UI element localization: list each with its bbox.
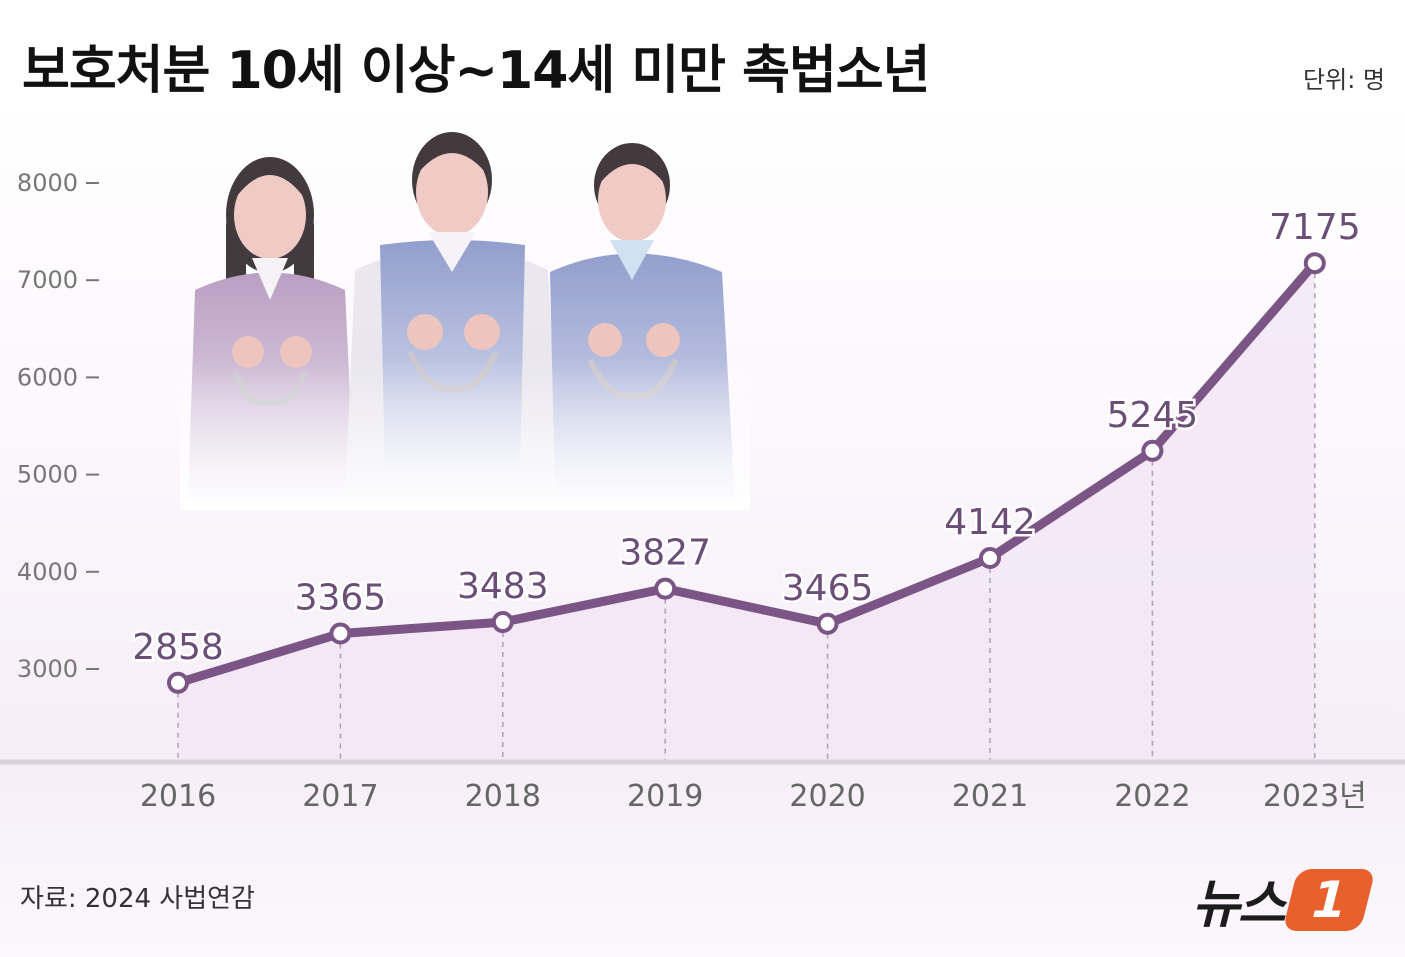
x-tick-label-3: 2019: [627, 779, 703, 814]
data-label-2016: 2858: [132, 627, 224, 668]
data-label-2023년: 7175: [1269, 207, 1361, 248]
y-tick-label-5000: 5000: [17, 461, 78, 489]
y-tick-label-7000: 7000: [17, 266, 78, 294]
data-label-2022: 5245: [1107, 395, 1199, 436]
x-tick-label-7: 2023년: [1263, 779, 1367, 814]
y-tick-label-8000: 8000: [17, 169, 78, 197]
data-label-2017: 3365: [295, 578, 387, 619]
x-tick-label-1: 2017: [302, 779, 378, 814]
x-tick-label-4: 2020: [789, 779, 865, 814]
data-label-2021: 4142: [944, 502, 1036, 543]
unit-label: 단위: 명: [1303, 66, 1385, 94]
data-label-2018: 3483: [457, 566, 549, 607]
drop-lines: [177, 263, 1316, 762]
data-point-2021: [979, 546, 1001, 569]
y-tick-label-3000: 3000: [17, 655, 78, 683]
y-axis: 3000 4000 5000 6000 7000 8000: [17, 169, 99, 683]
series-line: [173, 258, 1320, 688]
data-point-2016: [167, 671, 189, 694]
students-illustration: [180, 132, 750, 510]
data-label-2020: 3465: [782, 568, 874, 609]
data-point-2020: [816, 612, 839, 635]
x-tick-label-6: 2022: [1114, 779, 1190, 814]
x-tick-label-2: 2018: [465, 779, 541, 814]
area-fill: [178, 263, 1315, 762]
logo-badge-icon: 1: [1281, 868, 1376, 931]
data-labels: 2858 3365 3483 3827 3465 4142 5245 7175: [130, 205, 1363, 671]
data-point-2018: [491, 611, 514, 634]
source-note: 자료: 2024 사법연감: [20, 884, 255, 914]
area-polygon: [178, 263, 1315, 762]
x-tick-label-0: 2016: [140, 779, 216, 814]
news1-logo: 뉴스 1: [1192, 862, 1376, 937]
data-points: [167, 252, 1326, 694]
data-point-2023년: [1303, 252, 1326, 275]
y-tick-label-6000: 6000: [17, 363, 78, 391]
data-point-2022: [1141, 439, 1164, 462]
x-tick-label-5: 2021: [952, 779, 1028, 814]
logo-text: 뉴스: [1192, 875, 1286, 935]
data-point-2019: [654, 577, 677, 600]
chart-title: 보호처분 10세 이상~14세 미만 촉법소년: [22, 41, 930, 101]
series-polyline: [173, 258, 1320, 688]
data-label-2019: 3827: [619, 533, 711, 574]
data-point-2017: [329, 622, 352, 645]
x-axis: 2016 2017 2018 2019 2020 2021 2022 2023년: [140, 779, 1367, 814]
y-tick-label-4000: 4000: [17, 558, 78, 586]
